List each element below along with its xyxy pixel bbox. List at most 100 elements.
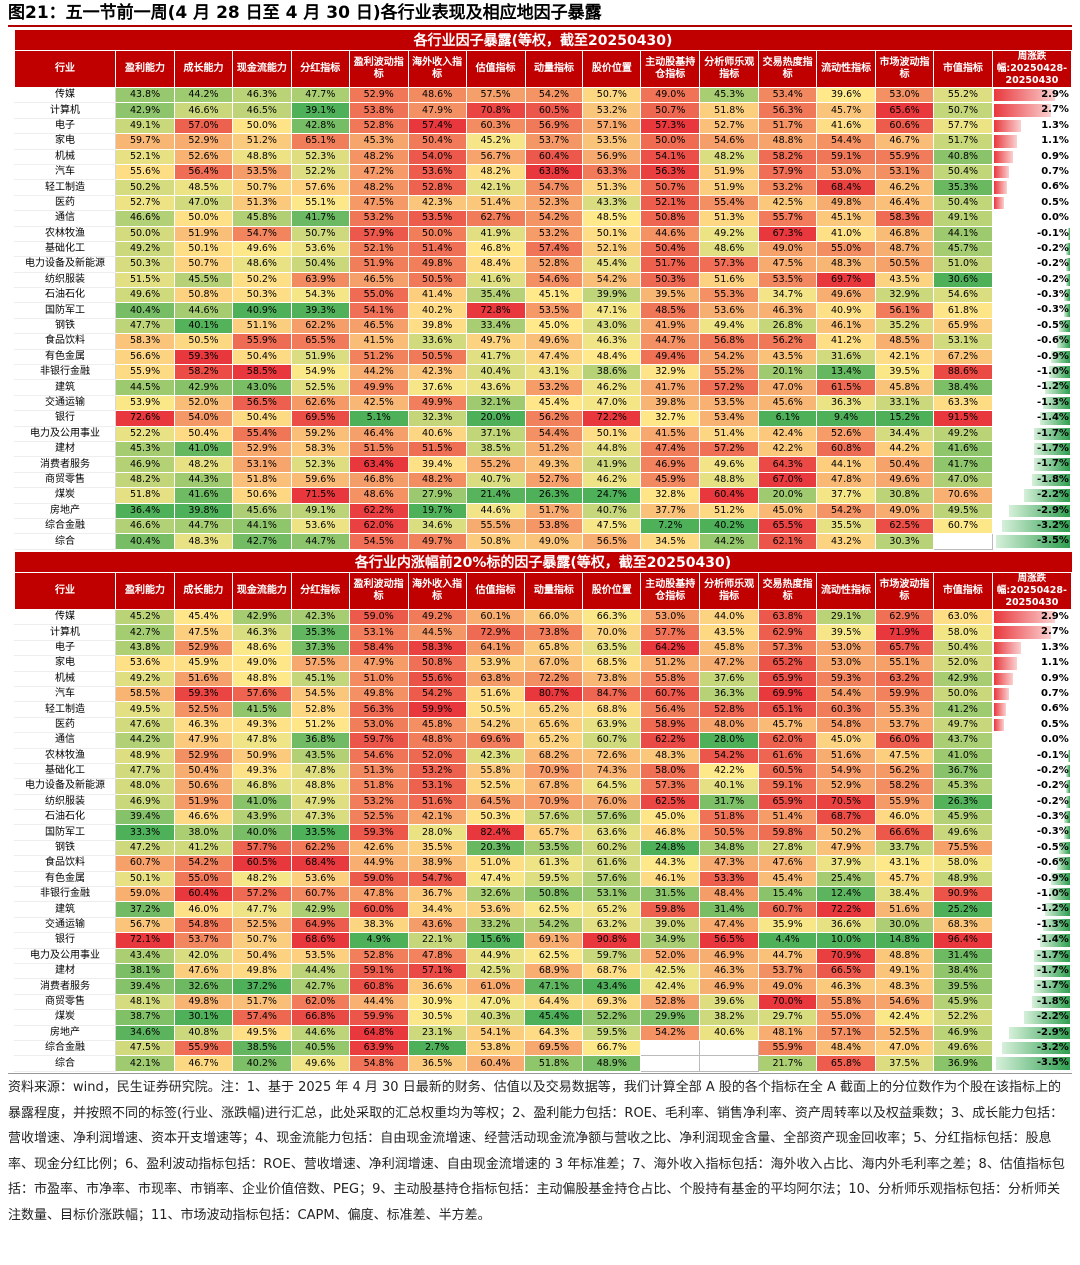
factor-cell: 22.1% — [407, 932, 467, 949]
factor-cell: 41.0% — [816, 225, 877, 242]
panel-title: 各行业因子暴露(等权，截至20250430) — [14, 30, 1072, 51]
factor-cell: 36.7% — [932, 762, 993, 780]
table-row: 建筑 37.2% 46.0% 47.7% 42.9% 60.0% 34.4% 53.6% 62.… — [13, 901, 1073, 918]
column-header: 动量指标 — [524, 572, 584, 610]
return-value: -0.9% — [1036, 872, 1069, 884]
factor-cell: 51.4% — [699, 425, 760, 442]
weekly-return-cell: 2.7% — [991, 102, 1073, 119]
factor-cell: 51.3% — [231, 194, 292, 212]
return-value: -0.5% — [1036, 841, 1069, 853]
factor-cell: 33.1% — [875, 394, 934, 412]
factor-cell: 57.6% — [524, 809, 584, 826]
factor-cell: 52.8% — [290, 701, 350, 718]
factor-cell: 50.8% — [524, 886, 584, 903]
industry-name: 通信 — [13, 732, 117, 749]
factor-cell: 30.5% — [407, 1009, 467, 1026]
factor-cell: 52.9% — [173, 747, 233, 764]
factor-cell — [640, 1055, 701, 1072]
factor-cell: 58.0% — [640, 762, 701, 780]
factor-cell: 90.8% — [582, 932, 642, 949]
factor-cell: 49.6% — [932, 824, 993, 841]
factor-cell: 50.7% — [231, 932, 292, 949]
factor-cell: 42.5% — [465, 962, 526, 980]
factor-cell: 55.0% — [348, 287, 409, 304]
factor-cell: 20.0% — [758, 487, 818, 504]
industry-name: 钢铁 — [13, 839, 117, 857]
factor-cell: 44.6% — [174, 302, 233, 319]
factor-cell: 50.8% — [465, 533, 526, 550]
factor-cell: 57.6% — [290, 179, 350, 196]
factor-cell: 49.1% — [932, 210, 993, 227]
factor-cell: 44.4% — [290, 962, 350, 980]
return-value: 0.5% — [1041, 196, 1069, 208]
weekly-return-cell: 0.9% — [991, 148, 1073, 165]
factor-cell — [699, 1039, 760, 1057]
industry-name: 电子 — [13, 117, 117, 135]
factor-cell: 64.3% — [758, 456, 818, 473]
factor-cell: 62.6% — [290, 394, 350, 412]
factor-cell: 65.9% — [932, 317, 993, 335]
table-row: 纺织服装 46.9% 51.9% 41.0% 47.9% 53.2% 51.6% 64.5% 7… — [13, 793, 1073, 811]
factor-cell: 51.9% — [348, 256, 409, 273]
factor-cell: 46.9% — [115, 456, 176, 473]
factor-cell: 54.2% — [524, 210, 584, 227]
factor-cell: 53.2% — [348, 210, 409, 227]
return-bar — [1008, 1026, 1070, 1039]
factor-cell: 40.4% — [115, 533, 176, 550]
factor-cell: 53.6% — [115, 655, 175, 672]
factor-cell: 63.9% — [582, 716, 642, 734]
table-row: 电力设备及新能源 50.3% 50.7% 48.6% 50.4% 51.9% 49.8% 48… — [13, 256, 1073, 273]
factor-cell: 61.3% — [524, 855, 584, 872]
factor-cell: 55.5% — [465, 517, 526, 535]
factor-cell: 41.6% — [932, 440, 993, 458]
table-row: 机械 52.1% 52.6% 48.8% 52.3% 48.2% 54.0% 56.7% 60.… — [13, 148, 1073, 165]
factor-cell: 62.5% — [875, 517, 934, 535]
factor-cell: 30.6% — [932, 271, 993, 289]
table-row: 轻工制造 49.5% 52.5% 41.5% 52.8% 56.3% 59.9% 50.5% 6… — [13, 701, 1073, 718]
factor-table: 各行业因子暴露(等权，截至20250430) 行业 盈利能力 成长能力 现金流能力 分红指… — [13, 30, 1073, 550]
industry-name: 石油石化 — [13, 809, 117, 826]
factor-cell: 50.0% — [174, 210, 233, 227]
factor-cell: 52.7% — [699, 117, 760, 135]
factor-cell: 38.4% — [932, 379, 993, 396]
weekly-return-cell: -1.3% — [991, 394, 1073, 412]
weekly-return-cell: -2.2% — [991, 1009, 1073, 1026]
industry-name: 基础化工 — [13, 240, 117, 258]
factor-cell: 51.7% — [932, 133, 993, 150]
factor-cell: 30.3% — [875, 533, 934, 550]
factor-cell: 54.1% — [348, 302, 409, 319]
factor-cell: 43.2% — [816, 533, 877, 550]
factor-cell: 46.3% — [173, 716, 233, 734]
factor-cell: 60.4% — [465, 1055, 526, 1072]
factor-cell: 47.8% — [348, 886, 409, 903]
table-row: 电力及公用事业 43.4% 42.0% 50.4% 53.5% 52.8% 47.8% 44.… — [13, 947, 1073, 964]
factor-cell: 69.6% — [465, 732, 526, 749]
factor-cell: 47.0% — [174, 194, 233, 212]
return-value: -0.3% — [1037, 304, 1069, 316]
factor-cell: 37.2% — [115, 901, 175, 918]
factor-cell: 59.3% — [174, 348, 233, 366]
factor-cell: 43.5% — [758, 348, 818, 366]
factor-cell: 52.0% — [640, 947, 701, 964]
factor-cell: 58.2% — [758, 148, 818, 165]
industry-name: 消费者服务 — [13, 456, 117, 473]
return-value: -1.2% — [1037, 381, 1069, 393]
factor-cell: 70.9% — [524, 793, 584, 811]
factor-cell: 38.0% — [173, 824, 233, 841]
return-bar — [1034, 949, 1070, 962]
table-row: 石油石化 49.6% 50.8% 50.3% 54.3% 55.0% 41.4% 35.4% 4… — [13, 287, 1073, 304]
factor-cell: 51.4% — [465, 194, 526, 212]
return-bar — [1044, 381, 1070, 394]
factor-cell: 47.0% — [874, 1039, 934, 1057]
factor-cell: 53.8% — [524, 517, 584, 535]
factor-cell: 76.0% — [582, 793, 642, 811]
industry-name: 食品饮料 — [13, 333, 117, 350]
factor-cell: 40.9% — [231, 302, 292, 319]
factor-cell: 50.8% — [174, 287, 233, 304]
factor-cell: 57.4% — [231, 1009, 292, 1026]
weekly-return-cell: -0.5% — [991, 839, 1073, 857]
factor-cell: 58.2% — [174, 364, 233, 381]
factor-cell: 52.5% — [465, 778, 526, 795]
factor-cell: 42.2% — [758, 440, 818, 458]
factor-cell: 74.3% — [582, 762, 642, 780]
